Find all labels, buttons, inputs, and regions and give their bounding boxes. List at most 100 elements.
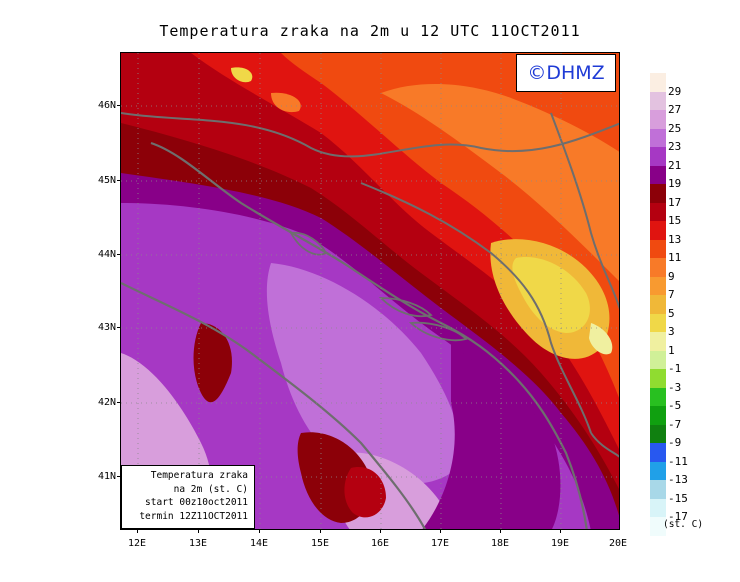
graticule	[121, 53, 619, 529]
legend-swatch	[650, 184, 666, 203]
legend-unit-label: (st. C)	[663, 519, 704, 530]
legend-label: 5	[668, 306, 675, 320]
legend-label: -1	[668, 362, 682, 375]
lat-tick-mark	[117, 254, 121, 255]
legend-swatch	[650, 239, 666, 258]
legend-label: -17	[668, 510, 688, 523]
legend-swatch	[650, 202, 666, 221]
lat-tick-mark	[117, 476, 121, 477]
legend-swatch	[650, 221, 666, 240]
legend-swatch	[650, 110, 666, 129]
lat-tick-label: 44N	[97, 249, 116, 260]
coastline-adriatic-east	[150, 141, 588, 529]
legend-label: 29	[668, 84, 682, 98]
legend-swatch	[650, 387, 666, 406]
temperature-map	[120, 52, 620, 530]
map-title: Temperatura zraka na 2m u 12 UTC 11OCT20…	[159, 22, 581, 40]
legend-swatch	[650, 424, 666, 443]
legend-swatch	[650, 406, 666, 425]
lon-tick-mark	[259, 529, 260, 533]
lat-tick-label: 43N	[97, 322, 116, 333]
info-line-valid: termin 12Z11OCT2011	[139, 510, 248, 522]
highland-cool-lightest	[589, 323, 613, 355]
legend-label: -9	[668, 436, 682, 449]
legend-swatch	[650, 313, 666, 332]
highland-cool-pale	[512, 257, 590, 333]
info-line-start: start 00z10oct2011	[145, 497, 248, 508]
lon-tick-label: 15E	[310, 538, 330, 549]
lon-tick-mark	[560, 529, 561, 533]
lat-tick-label: 45N	[97, 175, 116, 186]
lon-tick-mark	[198, 529, 199, 533]
legend-label: 13	[668, 232, 682, 246]
south-red-patch-3	[344, 467, 386, 518]
legend-swatch	[650, 276, 666, 295]
alpine-yellow-spot	[231, 67, 253, 83]
legend-swatch	[650, 498, 666, 517]
legend-label: -11	[668, 454, 688, 468]
legend-label: -7	[668, 417, 682, 431]
legend-label: 19	[668, 177, 682, 190]
lat-tick-mark	[117, 180, 121, 181]
lat-tick-label: 41N	[97, 471, 116, 482]
temperature-legend: 29 27 25 23 21 19 17 15 13 11 9 7 5 3 1 -1 -3 -5 -7 -9 -11 -1…	[650, 73, 740, 543]
legend-swatch	[650, 165, 666, 184]
legend-swatch	[650, 369, 666, 388]
alpine-orange-spot	[271, 92, 301, 113]
lon-tick-label: 16E	[370, 538, 390, 549]
lat-tick-label: 46N	[97, 100, 116, 111]
legend-label: 7	[668, 288, 675, 301]
lon-tick-label: 14E	[249, 538, 269, 549]
legend-swatch	[650, 91, 666, 110]
lon-tick-label: 19E	[550, 538, 570, 549]
lon-tick-label: 17E	[430, 538, 450, 549]
legend-swatch	[650, 350, 666, 369]
info-line-variable: Temperatura zraka	[150, 470, 248, 481]
legend-swatch	[650, 73, 666, 92]
lon-tick-label: 12E	[127, 538, 147, 549]
lon-tick-mark	[380, 529, 381, 533]
border-line-2	[360, 182, 592, 434]
lon-tick-mark	[137, 529, 138, 533]
forecast-info-box: Temperatura zraka na 2m (st. C) start 00…	[121, 465, 255, 529]
dhmz-copyright-badge: ©DHMZ	[516, 54, 616, 92]
legend-swatch	[650, 480, 666, 499]
lon-tick-label: 20E	[608, 538, 628, 549]
border-line-4	[590, 432, 619, 458]
legend-swatch	[650, 443, 666, 462]
lon-tick-mark	[500, 529, 501, 533]
legend-swatch	[650, 461, 666, 480]
border-line-1	[121, 112, 619, 158]
lon-tick-label: 13E	[188, 538, 208, 549]
legend-swatch	[650, 258, 666, 277]
lat-tick-mark	[117, 327, 121, 328]
legend-label: 15	[668, 214, 682, 227]
legend-label: -3	[668, 380, 682, 394]
legend-swatch	[650, 517, 666, 536]
lon-tick-mark	[440, 529, 441, 533]
legend-swatch	[650, 332, 666, 351]
legend-label: 25	[668, 121, 682, 135]
lat-tick-label: 42N	[97, 397, 116, 408]
legend-label: 23	[668, 140, 682, 153]
legend-label: 9	[668, 269, 675, 283]
legend-label: 3	[668, 325, 675, 338]
legend-label: 1	[668, 343, 675, 357]
legend-swatch	[650, 128, 666, 147]
legend-label: 21	[668, 158, 682, 172]
legend-label: 11	[668, 251, 682, 264]
sea-light-patch	[266, 263, 460, 484]
island-chain-3	[408, 321, 468, 342]
coastline-italy-east	[121, 282, 427, 529]
legend-label: -15	[668, 491, 688, 505]
island-chain-1	[289, 231, 328, 256]
info-line-unit: na 2m (st. C)	[173, 483, 248, 495]
legend-swatch	[650, 147, 666, 166]
legend-label: -13	[668, 473, 688, 486]
border-line-3	[550, 112, 619, 310]
lat-tick-mark	[117, 105, 121, 106]
legend-label: 27	[668, 103, 682, 116]
lat-tick-mark	[117, 402, 121, 403]
lon-tick-mark	[320, 529, 321, 533]
island-chain-2	[378, 297, 433, 318]
